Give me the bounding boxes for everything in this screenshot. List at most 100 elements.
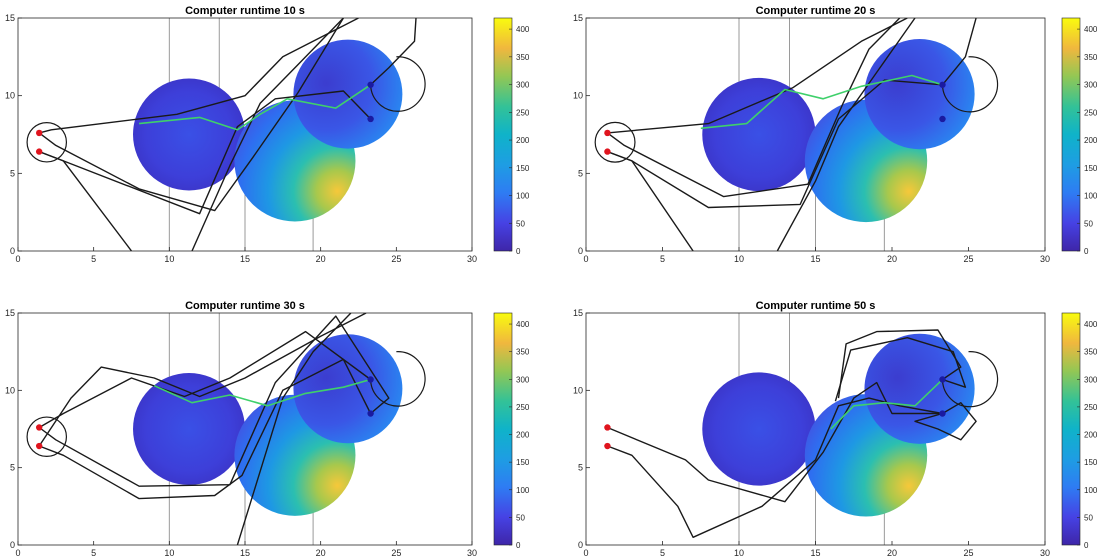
x-tick-label: 25 (963, 548, 973, 558)
start-point-1 (35, 129, 43, 137)
x-tick-label: 30 (1040, 548, 1050, 558)
plot-content (604, 313, 999, 545)
x-tick-label: 30 (1040, 254, 1050, 264)
x-tick-label: 30 (467, 548, 477, 558)
start-point-1 (35, 424, 43, 431)
best-path (139, 84, 372, 131)
heat-region-1 (702, 372, 816, 486)
colorbar-tick-label: 250 (516, 403, 530, 412)
trajectory-3 (38, 150, 133, 251)
colorbar-tick-label: 350 (1084, 53, 1098, 62)
trajectory-4 (38, 315, 390, 487)
heat-region-3 (293, 39, 403, 149)
colorbar-tick-label: 0 (516, 247, 521, 256)
x-tick-label: 10 (734, 548, 744, 558)
best-path (700, 74, 943, 130)
x-tick-label: 15 (240, 548, 250, 558)
x-tick-label: 10 (164, 548, 174, 558)
trajectory-5 (776, 18, 916, 251)
best-path (830, 378, 944, 430)
trajectory-1 (39, 18, 359, 134)
goal-point-2 (367, 115, 374, 123)
colorbar-tick-label: 300 (516, 375, 530, 384)
heat-region-1 (702, 77, 816, 192)
y-tick-label: 0 (578, 540, 583, 550)
start-point-1 (604, 424, 611, 431)
heat-region-1 (133, 373, 245, 485)
start-point-2 (35, 148, 43, 155)
goal-loop (941, 56, 999, 113)
colorbar-tick-label: 0 (1084, 541, 1089, 550)
y-tick-label: 5 (578, 463, 583, 473)
start-point-1 (604, 129, 611, 137)
x-tick-label: 15 (240, 254, 250, 264)
x-tick-label: 5 (91, 254, 96, 264)
colorbar-tick-label: 200 (1084, 431, 1098, 440)
start-loop (594, 121, 636, 163)
best-path (153, 378, 371, 407)
goal-point-1 (939, 376, 946, 383)
x-tick-label: 20 (887, 254, 897, 264)
x-tick-label: 15 (810, 548, 820, 558)
y-tick-label: 0 (10, 540, 15, 550)
colorbar (493, 312, 513, 546)
colorbar-tick-label: 400 (1084, 25, 1098, 34)
trajectory-5 (191, 18, 344, 251)
goal-loop (941, 351, 999, 408)
colorbar-tick-label: 400 (516, 320, 530, 329)
y-tick-label: 0 (578, 246, 583, 256)
y-tick-label: 5 (10, 168, 15, 178)
x-tick-label: 25 (963, 254, 973, 264)
x-tick-label: 30 (467, 254, 477, 264)
trajectory-5 (236, 313, 352, 545)
heat-region-3 (864, 39, 975, 150)
heat-region-3 (293, 334, 403, 444)
colorbar-tick-label: 50 (1084, 219, 1093, 228)
y-tick-label: 10 (5, 91, 15, 101)
trajectory-6 (370, 18, 417, 86)
colorbar-tick-label: 250 (1084, 403, 1098, 412)
goal-point-2 (367, 410, 374, 417)
colorbar-tick-label: 250 (516, 108, 530, 117)
goal-point-1 (367, 81, 374, 88)
colorbar-tick-label: 150 (1084, 164, 1098, 173)
y-tick-label: 15 (573, 308, 583, 318)
goal-loop (370, 56, 426, 112)
start-point-2 (604, 442, 611, 450)
trajectory-1 (38, 313, 367, 447)
x-tick-label: 20 (316, 254, 326, 264)
start-point-2 (35, 442, 43, 450)
goal-point-2 (939, 410, 946, 417)
colorbar-tick-label: 350 (516, 53, 530, 62)
x-tick-label: 20 (887, 548, 897, 558)
colorbar-tick-label: 200 (516, 136, 530, 145)
colorbar (1061, 17, 1081, 252)
y-tick-label: 5 (578, 168, 583, 178)
y-tick-label: 5 (10, 463, 15, 473)
goal-point-2 (939, 115, 946, 123)
trajectory-4 (38, 18, 344, 212)
x-tick-label: 0 (15, 254, 20, 264)
x-tick-label: 0 (15, 548, 20, 558)
panel-title: Computer runtime 50 s (756, 300, 876, 312)
colorbar-tick-label: 200 (1084, 136, 1098, 145)
heat-region-3 (864, 333, 975, 444)
panel-title: Computer runtime 20 s (756, 5, 876, 17)
colorbar-tick-label: 400 (516, 25, 530, 34)
x-tick-label: 5 (660, 548, 665, 558)
x-tick-label: 15 (810, 254, 820, 264)
colorbar-tick-label: 200 (516, 431, 530, 440)
colorbar-tick-label: 100 (1084, 486, 1098, 495)
colorbar-tick-label: 0 (516, 541, 521, 550)
y-tick-label: 15 (573, 13, 583, 23)
goal-point-1 (939, 81, 946, 88)
trajectory-3 (607, 150, 694, 251)
plot-content (26, 18, 426, 251)
goal-loop (370, 351, 426, 407)
start-loop (26, 416, 68, 458)
colorbar-tick-label: 100 (1084, 192, 1098, 201)
